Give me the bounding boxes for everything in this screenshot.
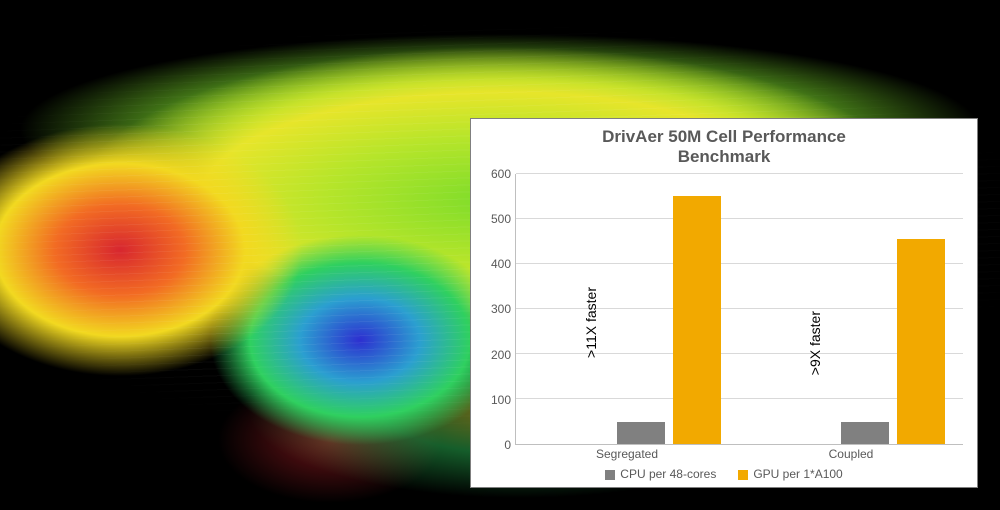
x-tick-1: Coupled (739, 447, 963, 461)
annotation-label: >11X faster (583, 287, 599, 358)
legend-swatch-cpu (605, 470, 615, 480)
bar (897, 239, 945, 444)
chart-title-line1: DrivAer 50M Cell Performance (489, 127, 959, 147)
speedup-annotation: >9X faster (807, 241, 827, 444)
chart-title: DrivAer 50M Cell Performance Benchmark (471, 127, 977, 170)
y-tick-label: 200 (481, 348, 511, 362)
bar (617, 422, 665, 444)
legend-swatch-gpu (738, 470, 748, 480)
legend-item-gpu: GPU per 1*A100 (738, 467, 842, 481)
y-tick-label: 100 (481, 393, 511, 407)
legend-label-gpu: GPU per 1*A100 (753, 467, 842, 481)
y-tick-label: 0 (481, 438, 511, 452)
annotation-label: >9X faster (807, 311, 823, 375)
benchmark-chart-panel: DrivAer 50M Cell Performance Benchmark 0… (470, 118, 978, 488)
plot-area-wrap: 0100200300400500600 >11X faster>9X faste… (471, 170, 977, 445)
y-tick-label: 500 (481, 212, 511, 226)
y-tick-label: 600 (481, 167, 511, 181)
chart-title-line2: Benchmark (489, 147, 959, 167)
legend-item-cpu: CPU per 48-cores (605, 467, 716, 481)
y-tick-label: 400 (481, 257, 511, 271)
legend-label-cpu: CPU per 48-cores (620, 467, 716, 481)
speedup-annotation: >11X faster (583, 201, 603, 444)
y-tick-label: 300 (481, 302, 511, 316)
bar (841, 422, 889, 444)
figure-root: DrivAer 50M Cell Performance Benchmark 0… (0, 0, 1000, 510)
legend: CPU per 48-cores GPU per 1*A100 (471, 461, 977, 485)
x-tick-0: Segregated (515, 447, 739, 461)
bar-group: >9X faster (807, 174, 945, 444)
bar-group: >11X faster (583, 174, 721, 444)
y-axis: 0100200300400500600 (481, 174, 515, 445)
bar (673, 196, 721, 444)
plot-area: >11X faster >9X faster (515, 174, 963, 445)
x-axis-labels: Segregated Coupled (471, 447, 977, 461)
